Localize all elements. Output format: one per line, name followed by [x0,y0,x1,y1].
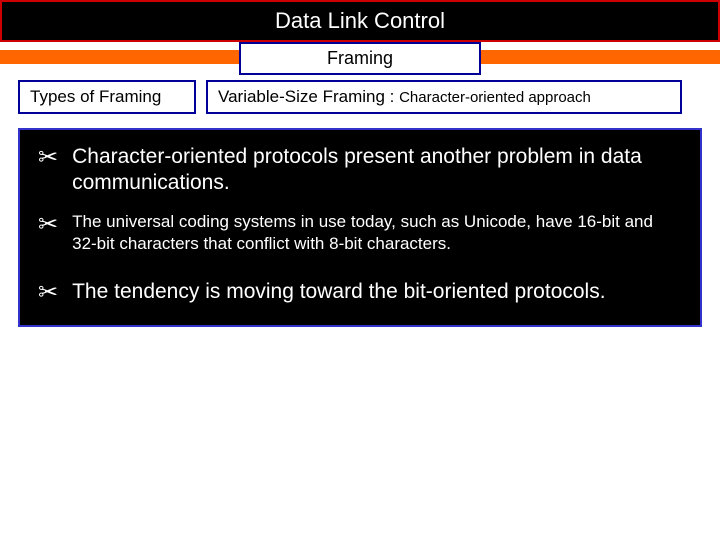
content-panel: ✂ Character-oriented protocols present a… [18,128,702,327]
bullet-item: ✂ The universal coding systems in use to… [38,211,682,255]
subtitle-box: Framing [239,42,481,75]
slide-title: Data Link Control [0,0,720,42]
label-right-main: Variable-Size Framing : [218,87,399,106]
label-right-sub: Character-oriented approach [399,89,591,106]
bullet-text: Character-oriented protocols present ano… [72,144,682,197]
spacer [38,269,682,279]
scissors-icon: ✂ [38,213,58,237]
bullet-text: The tendency is moving toward the bit-or… [72,279,605,305]
bullet-item: ✂ Character-oriented protocols present a… [38,144,682,197]
labels-row: Types of Framing Variable-Size Framing :… [18,80,720,114]
divider-stripe: Framing [0,50,720,64]
bullet-text: The universal coding systems in use toda… [72,211,682,255]
scissors-icon: ✂ [38,146,58,170]
label-types-of-framing: Types of Framing [18,80,196,114]
bullet-item: ✂ The tendency is moving toward the bit-… [38,279,682,305]
scissors-icon: ✂ [38,281,58,305]
label-variable-size-framing: Variable-Size Framing : Character-orient… [206,80,682,114]
